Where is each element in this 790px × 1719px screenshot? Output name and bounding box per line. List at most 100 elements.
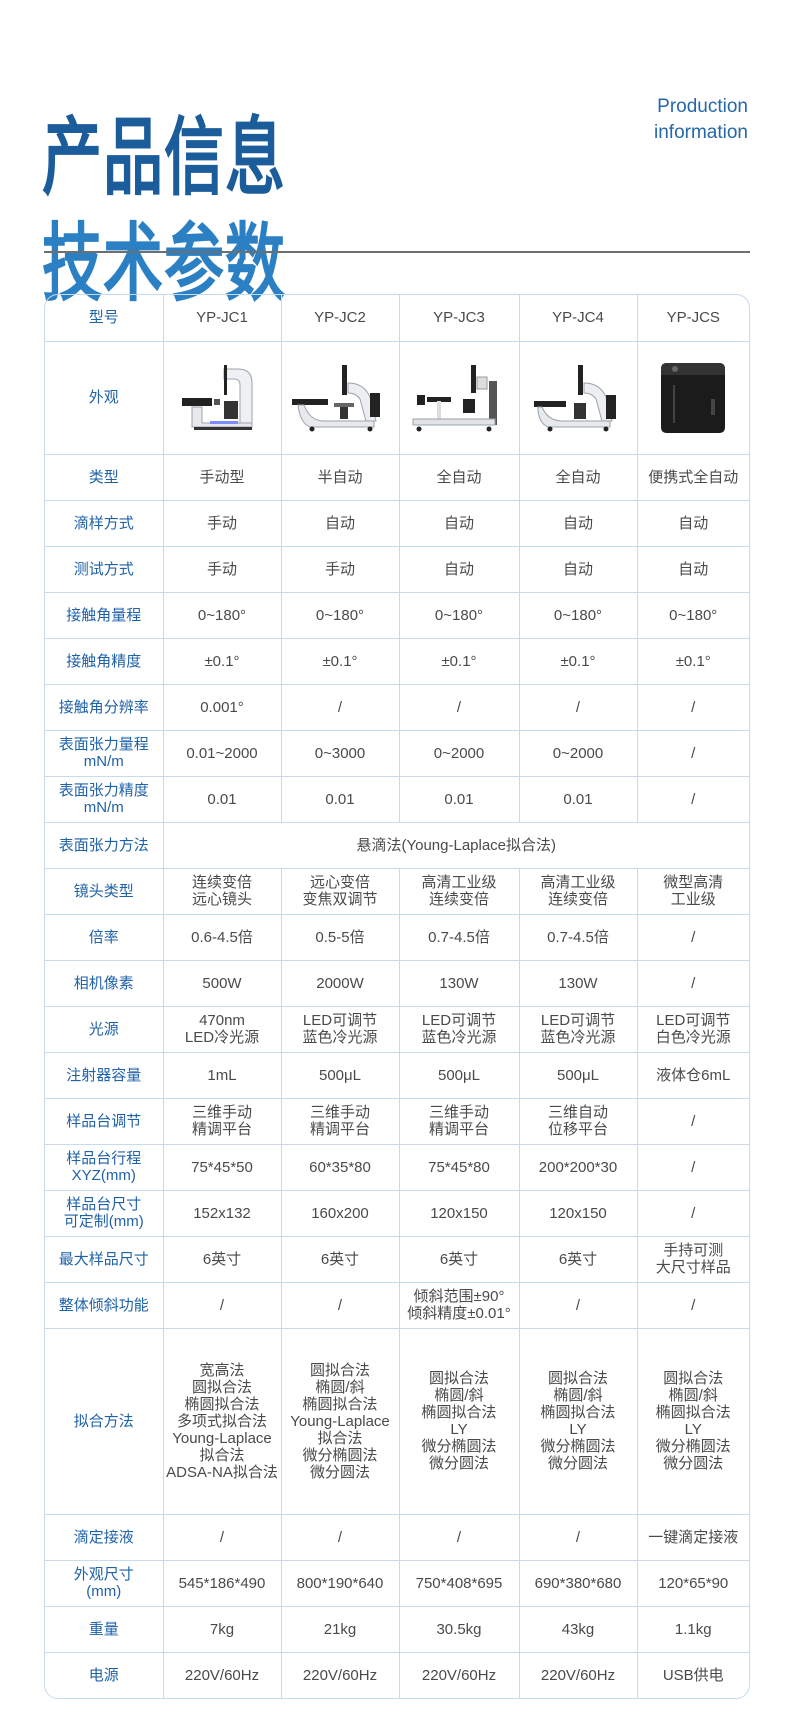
spec-value: 500μL [398,1051,520,1099]
product-image-jcs [636,340,749,455]
spec-value: 0~180° [636,591,749,639]
row-label: 表面张力精度 mN/m [45,775,164,823]
row-label: 样品台尺寸 可定制(mm) [45,1189,164,1237]
spec-value: 0.6-4.5倍 [162,913,282,961]
spec-value: 130W [398,959,520,1007]
row-label: 注射器容量 [45,1051,164,1099]
product-image-jc4 [518,340,638,455]
row-label: 接触角量程 [45,591,164,639]
model-name: YP-JC3 [398,295,520,342]
spec-value: ±0.1° [636,637,749,685]
spec-value: 远心变倍 变焦双调节 [280,867,400,915]
row-label: 外观尺寸 (mm) [45,1559,164,1607]
spec-value: 500W [162,959,282,1007]
spec-value: 60*35*80 [280,1143,400,1191]
spec-value: 手持可测 大尺寸样品 [636,1235,749,1283]
spec-value: 圆拟合法 椭圆/斜 椭圆拟合法 LY 微分椭圆法 微分圆法 [518,1327,638,1515]
page-title-line2: 技术参数 [42,214,286,315]
spec-value: 自动 [280,499,400,547]
spec-value: / [518,683,638,731]
spec-value: / [636,1097,749,1145]
spec-value: / [636,683,749,731]
spec-value: 全自动 [398,453,520,501]
english-subtitle-line2: information [654,122,748,143]
english-subtitle: Production information [654,94,748,146]
spec-value: / [280,1281,400,1329]
spec-row: 样品台尺寸 可定制(mm) 152x132 160x200 120x150 120x15… [45,1189,749,1237]
row-label: 外观 [45,340,164,455]
row-label: 类型 [45,453,164,501]
spec-value: 0~180° [162,591,282,639]
row-label: 接触角分辨率 [45,683,164,731]
spec-value: 43kg [518,1605,638,1653]
row-label: 整体倾斜功能 [45,1281,164,1329]
product-image-jc3 [398,340,520,455]
model-name: YP-JCS [636,295,749,342]
spec-row: 相机像素 500W 2000W 130W 130W / [45,959,749,1007]
spec-value: 三维自动 位移平台 [518,1097,638,1145]
spec-value: 0.01 [280,775,400,823]
spec-value: 690*380*680 [518,1559,638,1607]
spec-value: 750*408*695 [398,1559,520,1607]
model-name: YP-JC4 [518,295,638,342]
spec-value: 自动 [398,499,520,547]
spec-value: 0~180° [280,591,400,639]
spec-row: 滴样方式 手动 自动 自动 自动 自动 [45,499,749,547]
spec-value: 0~3000 [280,729,400,777]
english-subtitle-line1: Production [657,96,748,117]
row-label: 样品台调节 [45,1097,164,1145]
spec-value: USB供电 [636,1651,749,1698]
spec-row: 外观尺寸 (mm) 545*186*490 800*190*640 750*408*6… [45,1559,749,1607]
page-title-line1: 产品信息 [42,108,286,209]
spec-row: 接触角量程 0~180° 0~180° 0~180° 0~180° 0~180° [45,591,749,639]
spec-value: 0.7-4.5倍 [518,913,638,961]
row-label: 镜头类型 [45,867,164,915]
row-label: 接触角精度 [45,637,164,685]
spec-value: 高清工业级 连续变倍 [518,867,638,915]
spec-value: / [636,1143,749,1191]
row-label: 表面张力方法 [45,821,164,869]
spec-row: 类型 手动型 半自动 全自动 全自动 便携式全自动 [45,453,749,501]
spec-value: 连续变倍 远心镜头 [162,867,282,915]
spec-value: / [280,1513,400,1561]
spec-value: 宽高法 圆拟合法 椭圆拟合法 多项式拟合法 Young-Laplace 拟合法 … [162,1327,282,1515]
spec-value: 手动 [162,499,282,547]
spec-value: 220V/60Hz [280,1651,400,1698]
spec-value: 75*45*50 [162,1143,282,1191]
spec-row: 拟合方法 宽高法 圆拟合法 椭圆拟合法 多项式拟合法 Young-Laplace … [45,1327,749,1515]
row-label: 滴样方式 [45,499,164,547]
spec-value: 手动 [162,545,282,593]
spec-row: 光源 470nm LED冷光源 LED可调节 蓝色冷光源 LED可调节 蓝色冷光源 LE… [45,1005,749,1053]
spec-value: 自动 [398,545,520,593]
spec-value: 手动 [280,545,400,593]
spec-value: 高清工业级 连续变倍 [398,867,520,915]
spec-value: 120x150 [518,1189,638,1237]
spec-value: ±0.1° [162,637,282,685]
spec-value: / [518,1513,638,1561]
spec-value: / [280,683,400,731]
spec-value: 6英寸 [280,1235,400,1283]
spec-value: 0.01~2000 [162,729,282,777]
spec-row: 接触角分辨率 0.001° / / / / [45,683,749,731]
spec-value: 120*65*90 [636,1559,749,1607]
spec-row: 接触角精度 ±0.1° ±0.1° ±0.1° ±0.1° ±0.1° [45,637,749,685]
spec-value: ±0.1° [398,637,520,685]
row-label: 拟合方法 [45,1327,164,1515]
spec-value: 0.01 [398,775,520,823]
spec-value: 2000W [280,959,400,1007]
spec-value: 0.001° [162,683,282,731]
row-label: 样品台行程 XYZ(mm) [45,1143,164,1191]
spec-value: 三维手动 精调平台 [398,1097,520,1145]
spec-row: 样品台行程 XYZ(mm) 75*45*50 60*35*80 75*45*80 200… [45,1143,749,1191]
spec-value: 液体仓6mL [636,1051,749,1099]
spec-value: 6英寸 [518,1235,638,1283]
spec-row: 注射器容量 1mL 500μL 500μL 500μL 液体仓6mL [45,1051,749,1099]
spec-value: 便携式全自动 [636,453,749,501]
spec-value: 120x150 [398,1189,520,1237]
spec-value: LED可调节 白色冷光源 [636,1005,749,1053]
spec-value: / [636,1281,749,1329]
model-name: YP-JC1 [162,295,282,342]
spec-value: 220V/60Hz [162,1651,282,1698]
spec-value: 6英寸 [398,1235,520,1283]
spec-value: 30.5kg [398,1605,520,1653]
